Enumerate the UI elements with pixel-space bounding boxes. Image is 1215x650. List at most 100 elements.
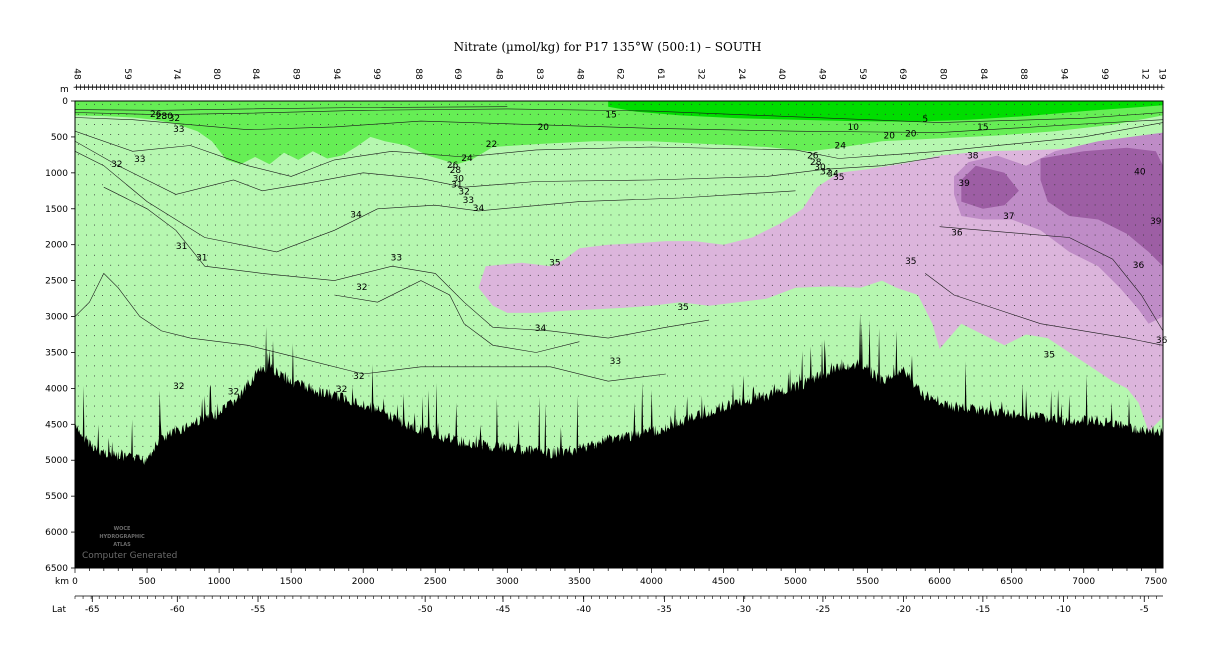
sample-dot: [166, 395, 168, 397]
sample-dot: [876, 315, 878, 316]
sample-dot: [126, 274, 128, 276]
sample-dot: [239, 395, 241, 397]
sample-dot: [441, 234, 442, 236]
sample-dot: [77, 234, 79, 236]
sample-dot: [263, 335, 265, 337]
sample-dot: [473, 103, 475, 105]
sample-dot: [166, 244, 168, 246]
sample-dot: [812, 224, 814, 226]
sample-dot: [376, 345, 378, 347]
sample-dot: [602, 305, 604, 306]
sample-dot: [739, 315, 741, 316]
sample-dot: [610, 264, 612, 266]
sample-dot: [207, 405, 208, 407]
sample-dot: [303, 144, 305, 145]
sample-dot: [384, 154, 386, 156]
sample-dot: [368, 335, 370, 337]
sample-dot: [715, 305, 717, 306]
sample-dot: [683, 385, 684, 387]
sample-dot: [182, 335, 184, 337]
sample-dot: [820, 103, 822, 105]
sample-dot: [707, 134, 709, 135]
sample-dot: [691, 154, 693, 156]
sample-dot: [521, 365, 523, 367]
sample-dot: [190, 204, 192, 206]
sample-dot: [457, 103, 459, 105]
sample-dot: [537, 113, 539, 115]
sample-dot: [691, 134, 693, 135]
sample-dot: [295, 345, 297, 347]
sample-dot: [860, 284, 862, 286]
sample-dot: [158, 425, 160, 427]
sample-dot: [554, 385, 555, 387]
sample-dot: [94, 435, 95, 437]
sample-dot: [860, 295, 862, 296]
sample-dot: [844, 305, 846, 306]
sample-dot: [836, 345, 838, 347]
sample-dot: [400, 385, 402, 387]
sample-dot: [166, 214, 168, 216]
sample-dot: [400, 305, 402, 306]
sample-dot: [554, 375, 555, 377]
sample-dot: [150, 214, 152, 216]
sample-dot: [352, 375, 354, 377]
sample-dot: [723, 214, 725, 216]
sample-dot: [328, 174, 329, 176]
sample-dot: [287, 305, 289, 306]
sample-dot: [473, 124, 475, 125]
sample-dot: [352, 204, 354, 206]
sample-dot: [925, 113, 927, 115]
sample-dot: [400, 204, 402, 206]
sample-dot: [949, 204, 951, 206]
sample-dot: [594, 415, 596, 417]
sample-dot: [610, 224, 612, 226]
sample-dot: [336, 295, 337, 296]
sample-dot: [368, 315, 370, 316]
sample-dot: [642, 244, 644, 246]
sample-dot: [594, 295, 596, 296]
sample-dot: [271, 194, 273, 196]
max-nitrate-core-east: [1040, 147, 1163, 267]
sample-dot: [215, 295, 216, 296]
sample-dot: [328, 254, 329, 256]
sample-dot: [788, 214, 789, 216]
sample-dot: [909, 134, 910, 135]
sample-dot: [650, 305, 652, 306]
sample-dot: [892, 295, 894, 296]
sample-dot: [965, 315, 967, 316]
sample-dot: [247, 365, 249, 367]
sample-dot: [497, 254, 499, 256]
sample-dot: [86, 244, 87, 246]
sample-dot: [965, 113, 967, 115]
sample-dot: [481, 415, 483, 417]
sample-dot: [771, 335, 773, 337]
sample-dot: [303, 295, 305, 296]
sample-dot: [489, 184, 491, 186]
sample-dot: [780, 214, 781, 216]
sample-dot: [279, 214, 281, 216]
sample-dot: [174, 184, 176, 186]
sample-dot: [336, 234, 337, 236]
sample-dot: [796, 345, 797, 347]
sample-dot: [344, 264, 346, 266]
sample-dot: [884, 214, 886, 216]
sample-dot: [255, 214, 257, 216]
sample-dot: [618, 174, 620, 176]
sample-dot: [328, 244, 329, 246]
sample-dot: [344, 234, 346, 236]
sample-dot: [174, 325, 176, 327]
sample-dot: [247, 184, 249, 186]
sample-dot: [763, 144, 765, 145]
sample-dot: [126, 305, 128, 306]
sample-dot: [263, 325, 265, 327]
sample-dot: [255, 264, 257, 266]
sample-dot: [675, 254, 676, 256]
sample-dot: [892, 224, 894, 226]
sample-dot: [901, 144, 902, 145]
sample-dot: [868, 214, 870, 216]
sample-dot: [925, 254, 927, 256]
sample-dot: [763, 164, 765, 166]
sample-dot: [650, 244, 652, 246]
sample-dot: [683, 124, 684, 125]
sample-dot: [489, 264, 491, 266]
